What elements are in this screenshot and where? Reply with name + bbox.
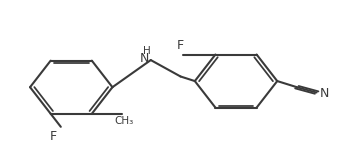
Text: N: N — [140, 52, 149, 65]
Text: F: F — [177, 39, 184, 52]
Text: H: H — [143, 46, 150, 56]
Text: CH₃: CH₃ — [114, 116, 134, 126]
Text: F: F — [50, 130, 57, 143]
Text: N: N — [319, 87, 329, 100]
